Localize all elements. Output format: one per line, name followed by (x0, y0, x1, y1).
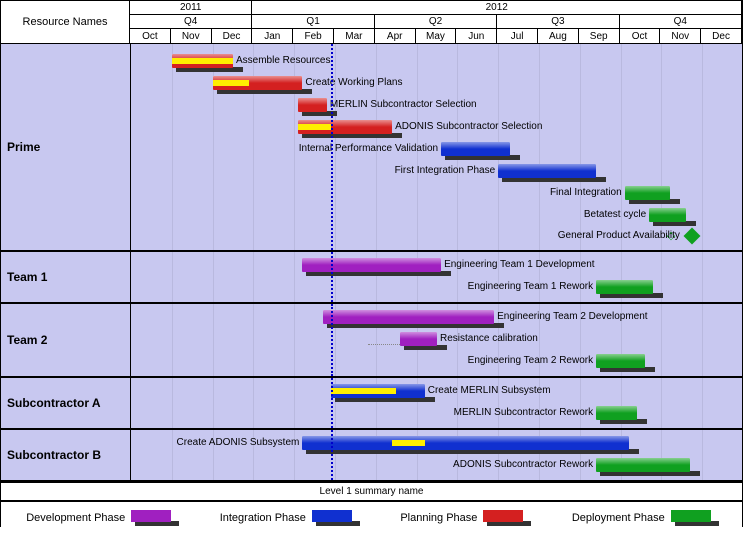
milestone-diamond[interactable] (683, 228, 700, 245)
task-label: ADONIS Subcontractor Rework (453, 459, 593, 470)
legend-item: Deployment Phase (572, 510, 717, 526)
month-cell: May (416, 29, 457, 43)
month-cell: Apr (375, 29, 416, 43)
task-bar[interactable] (400, 332, 437, 346)
task-bar[interactable] (302, 436, 628, 450)
task-label: Betatest cycle (584, 209, 646, 220)
month-cell: Mar (334, 29, 375, 43)
resource-row: Subcontractor A Create MERLIN Subsystem ME… (1, 378, 742, 430)
task-label: Create Working Plans (305, 77, 402, 88)
legend-label: Planning Phase (400, 512, 477, 524)
quarter-cell: Q4 (620, 15, 742, 28)
task-bar[interactable] (596, 406, 637, 420)
footer-caption: Level 1 summary name (1, 482, 742, 500)
resource-timeline: Engineering Team 1 Development Engineerin… (131, 252, 742, 302)
legend-swatch (312, 510, 352, 522)
month-cell: Aug (538, 29, 579, 43)
gantt-body: Prime Assemble Resources Create Working Pl… (1, 44, 742, 482)
resource-timeline: Create MERLIN Subsystem MERLIN Subcontrac… (131, 378, 742, 428)
month-cell: Nov (660, 29, 701, 43)
task-label: Engineering Team 2 Development (497, 311, 647, 322)
task-label: MERLIN Subcontractor Rework (454, 407, 594, 418)
legend: Development Phase Integration Phase Planni… (1, 500, 742, 534)
task-label: Create ADONIS Subsystem (177, 437, 300, 448)
month-cell: Oct (620, 29, 661, 43)
task-bar[interactable] (596, 458, 690, 472)
header-title: Resource Names (1, 1, 130, 43)
resource-name: Subcontractor A (1, 378, 131, 428)
task-label: Engineering Team 1 Development (444, 259, 594, 270)
today-line (331, 44, 333, 250)
resource-row: Team 1Engineering Team 1 DevelopmentEngi… (1, 252, 742, 304)
resource-timeline: Engineering Team 2 Development Resistance… (131, 304, 742, 376)
legend-item: Planning Phase (400, 510, 529, 526)
month-cell: Dec (701, 29, 742, 43)
task-label: First Integration Phase (395, 165, 496, 176)
task-label: Resistance calibration (440, 333, 538, 344)
today-line (331, 378, 333, 428)
resource-name: Subcontractor B (1, 430, 131, 480)
today-line (331, 430, 333, 480)
resource-name: Prime (1, 44, 131, 250)
task-label: Create MERLIN Subsystem (428, 385, 551, 396)
legend-item: Integration Phase (220, 510, 358, 526)
task-bar[interactable] (625, 186, 670, 200)
month-cell: Nov (171, 29, 212, 43)
today-line (331, 304, 333, 376)
month-cell: Sep (579, 29, 620, 43)
resource-timeline: Create ADONIS Subsystem ADONIS Subcontrac… (131, 430, 742, 480)
resource-row: Subcontractor B Create ADONIS Subsystem AD… (1, 430, 742, 482)
milestone-label: General Product Availability (558, 230, 680, 241)
task-label: MERLIN Subcontractor Selection (330, 99, 477, 110)
task-bar[interactable] (302, 258, 441, 272)
timeline-axis: 20112012Q4Q1Q2Q3Q4OctNovDecJanFebMarAprM… (130, 1, 742, 43)
legend-label: Development Phase (26, 512, 125, 524)
month-cell: Jan (252, 29, 293, 43)
month-cell: Dec (212, 29, 253, 43)
quarter-cell: Q1 (252, 15, 374, 28)
today-line (331, 252, 333, 302)
timeline-header: Resource Names 20112012Q4Q1Q2Q3Q4OctNovD… (1, 1, 742, 44)
task-label: ADONIS Subcontractor Selection (395, 121, 542, 132)
legend-swatch (483, 510, 523, 522)
year-cell: 2012 (252, 1, 742, 14)
legend-swatch (131, 510, 171, 522)
resource-timeline: Assemble Resources Create Working Plans ME… (131, 44, 742, 250)
legend-swatch (671, 510, 711, 522)
task-label: Assemble Resources (236, 55, 330, 66)
resource-row: Team 2 Engineering Team 2 Development Resi… (1, 304, 742, 378)
gantt-chart: Resource Names 20112012Q4Q1Q2Q3Q4OctNovD… (0, 0, 743, 527)
quarter-cell: Q2 (375, 15, 497, 28)
task-bar[interactable] (323, 310, 494, 324)
task-bar[interactable] (596, 354, 645, 368)
legend-label: Deployment Phase (572, 512, 665, 524)
month-cell: Jun (456, 29, 497, 43)
resource-row: Prime Assemble Resources Create Working Pl… (1, 44, 742, 252)
month-cell: Oct (130, 29, 171, 43)
month-cell: Feb (293, 29, 334, 43)
task-bar[interactable] (596, 280, 653, 294)
task-label: Internal Performance Validation (299, 143, 438, 154)
task-label: Engineering Team 1 Rework (468, 281, 593, 292)
task-bar[interactable] (298, 98, 327, 112)
month-cell: Jul (497, 29, 538, 43)
task-label: Final Integration (550, 187, 622, 198)
resource-name: Team 1 (1, 252, 131, 302)
year-cell: 2011 (130, 1, 252, 14)
legend-item: Development Phase (26, 510, 177, 526)
legend-label: Integration Phase (220, 512, 306, 524)
task-label: Engineering Team 2 Rework (468, 355, 593, 366)
task-bar[interactable] (649, 208, 686, 222)
task-bar[interactable] (498, 164, 596, 178)
task-bar[interactable] (441, 142, 510, 156)
quarter-cell: Q4 (130, 15, 252, 28)
resource-name: Team 2 (1, 304, 131, 376)
quarter-cell: Q3 (497, 15, 619, 28)
